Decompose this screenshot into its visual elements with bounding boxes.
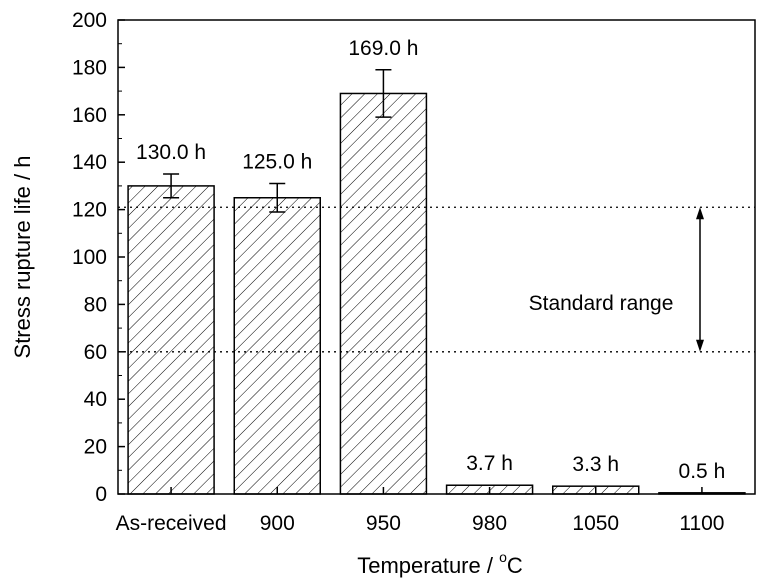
data-label: 3.7 h — [466, 452, 513, 475]
y-axis-title: Stress rupture life / h — [10, 156, 35, 359]
data-label: 169.0 h — [348, 37, 418, 60]
data-label: 130.0 h — [136, 141, 206, 164]
y-tick-label: 80 — [84, 293, 107, 316]
y-tick-label: 140 — [72, 151, 107, 174]
standard-range-arrow-head-top — [696, 207, 704, 220]
x-axis-title: Temperature / oC — [357, 549, 523, 578]
standard-range-layer — [118, 206, 755, 353]
data-label: 3.3 h — [572, 453, 619, 476]
y-tick-label: 60 — [84, 341, 107, 364]
error-bars-layer — [163, 69, 392, 213]
y-axis-ticks: 0 20 40 60 80 100 120 140 160 180 200 — [72, 9, 125, 506]
y-tick-label: 160 — [72, 104, 107, 127]
bar-as-received — [127, 185, 215, 495]
y-tick-label: 200 — [72, 9, 107, 32]
bar-950 — [339, 92, 428, 495]
x-tick-label: 1100 — [679, 512, 724, 535]
x-axis-title-main: Temperature / — [357, 553, 499, 578]
annotation-standard-range: Standard range — [529, 292, 674, 315]
x-tick-label: 980 — [472, 512, 507, 535]
y-tick-label: 180 — [72, 56, 107, 79]
x-tick-label: 900 — [260, 512, 295, 535]
y-tick-label: 100 — [72, 246, 107, 269]
x-tick-label: 1050 — [572, 512, 619, 535]
x-tick-label: 950 — [366, 512, 401, 535]
x-axis-ticks: As-received 900 950 980 1050 1100 — [116, 487, 725, 535]
y-tick-label: 120 — [72, 199, 107, 222]
x-tick-label: As-received — [116, 512, 227, 535]
bar-900 — [233, 197, 321, 495]
data-labels-layer: 130.0 h 125.0 h 169.0 h 3.7 h 3.3 h 0.5 h — [136, 37, 725, 483]
data-label: 0.5 h — [679, 460, 726, 483]
data-label: 125.0 h — [242, 151, 312, 174]
y-tick-label: 40 — [84, 388, 107, 411]
x-axis-title-unit: C — [507, 553, 523, 578]
y-tick-label: 0 — [95, 483, 107, 506]
standard-range-arrow-head-bottom — [696, 339, 704, 352]
x-axis-title-degree: o — [499, 549, 507, 565]
y-tick-label: 20 — [84, 436, 107, 459]
